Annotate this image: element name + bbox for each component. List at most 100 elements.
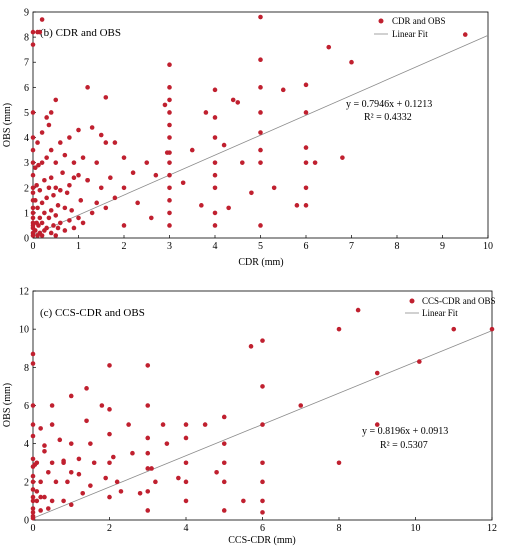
legend-label-points: CCS-CDR and OBS [422,296,496,306]
data-point [336,460,342,466]
data-point [94,160,99,165]
x-axis-label: CCS-CDR (mm) [228,535,296,546]
data-point [107,494,112,500]
data-point [53,233,59,238]
data-point [88,483,93,488]
chart-title: (c) CCS-CDR and OBS [40,307,145,319]
data-point [183,422,189,427]
data-point [280,87,286,93]
data-point [153,172,159,178]
data-point [49,498,55,504]
x-tick-label: 8 [395,241,400,252]
data-point [68,469,74,475]
data-point [489,326,495,332]
data-point [167,62,172,68]
x-tick-label: 5 [258,241,263,252]
data-point [164,150,170,155]
data-point [145,435,151,441]
data-point [57,437,63,443]
data-point [68,502,74,508]
data-point [48,175,54,181]
data-point [144,160,150,165]
x-tick-label: 12 [487,523,497,534]
data-point [38,508,43,513]
data-point [49,403,55,408]
x-tick-label: 4 [213,241,218,252]
data-point [76,456,82,462]
fit-equation: y = 0.8196x + 0.0913 [362,426,448,437]
data-point [199,203,204,208]
data-point [248,344,254,349]
data-point [39,17,45,22]
y-tick-label: 2 [24,477,29,488]
data-point [126,422,131,427]
data-point [46,122,52,128]
data-point [355,307,361,313]
y-tick-label: 7 [24,58,29,69]
data-point [30,487,36,492]
data-point [303,82,309,88]
data-point [260,460,265,466]
data-point [221,479,227,485]
scatter-points [30,307,495,521]
data-point [111,454,116,460]
x-tick-label: 1 [76,241,81,252]
scatter-points [30,14,468,238]
data-point [167,122,172,128]
data-point [294,203,300,208]
data-point [30,210,36,216]
data-point [80,490,86,496]
data-point [84,386,89,391]
data-point [34,182,39,188]
data-point [114,479,120,485]
data-point [30,160,36,165]
x-tick-label: 2 [122,241,127,252]
data-point [42,494,47,500]
data-point [88,441,93,446]
y-tick-label: 6 [24,83,29,94]
data-point [49,422,55,427]
data-point [349,59,354,65]
data-point [107,363,112,368]
data-point [145,363,151,368]
data-point [32,198,38,203]
data-point [99,403,105,408]
data-point [336,326,342,332]
data-point [46,185,52,191]
data-point [167,223,172,228]
data-point [89,125,95,130]
data-point [130,170,136,176]
data-point [71,225,77,231]
data-point [44,155,49,160]
data-point [303,145,309,150]
data-point [67,218,72,223]
data-point [42,443,47,448]
panel-c-ccs-cdr-obs: (c) CCS-CDR and OBS CCS-CDR (mm) OBS (mm… [2,287,497,547]
data-point [48,208,54,213]
data-point [230,97,236,103]
data-point [183,479,189,485]
data-point [107,460,112,466]
data-point [30,498,36,504]
data-point [89,210,95,216]
data-point [55,203,61,208]
data-point [258,147,263,153]
x-tick-label: 8 [337,523,342,534]
data-point [260,422,265,427]
data-point [112,195,118,201]
data-point [80,155,86,160]
y-tick-label: 0 [24,234,29,245]
plot-area-frame [32,11,489,239]
data-point [303,185,309,191]
data-point [417,359,422,364]
data-point [38,479,43,485]
y-tick-label: 4 [24,439,29,450]
data-point [67,182,72,188]
x-tick-label: 6 [260,523,265,534]
data-point [39,220,45,226]
data-point [212,185,218,191]
data-point [58,220,63,226]
data-point [91,460,97,466]
data-point [374,422,380,427]
data-point [71,175,77,181]
